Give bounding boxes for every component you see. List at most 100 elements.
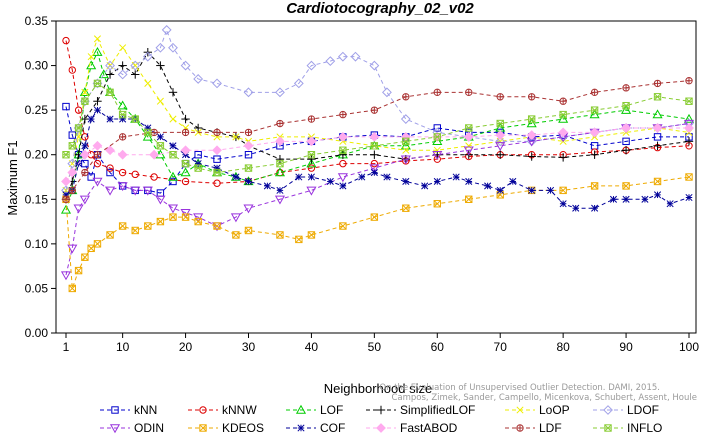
series-ldf: [62, 77, 693, 203]
data-point: [150, 173, 158, 181]
x-tick-label: 60: [431, 340, 445, 354]
data-point: [432, 136, 443, 146]
data-point: [181, 213, 190, 221]
data-point: [169, 177, 177, 186]
series-simplifiedlof: [61, 48, 694, 204]
data-point: [87, 53, 95, 61]
data-point: [149, 149, 160, 160]
data-point: [307, 164, 316, 172]
data-point: [306, 158, 317, 168]
y-tick-label: 0.15: [25, 192, 49, 206]
series-line: [65, 28, 690, 191]
data-point: [117, 100, 128, 110]
data-point: [421, 182, 429, 190]
data-point: [433, 200, 441, 208]
data-point: [169, 213, 177, 221]
y-tick-label: 0.10: [25, 237, 49, 251]
data-point: [131, 70, 140, 79]
data-point: [274, 167, 286, 177]
data-point: [683, 113, 695, 123]
plot-area: [55, 20, 697, 334]
data-point: [622, 182, 630, 190]
data-point: [118, 110, 127, 119]
watermark-authors: Campos, Zimek, Sander, Campello, Micenko…: [391, 393, 697, 403]
data-point: [243, 140, 254, 151]
data-point: [495, 136, 506, 147]
data-point: [590, 150, 599, 159]
data-point: [150, 128, 158, 137]
data-point: [433, 124, 441, 132]
series-line: [65, 106, 689, 194]
series-line: [65, 82, 690, 174]
data-point: [338, 150, 348, 159]
series-fastabod: [61, 123, 694, 187]
data-point: [155, 42, 166, 53]
data-point: [325, 56, 336, 67]
data-point: [274, 195, 286, 205]
data-point: [370, 213, 379, 221]
data-point: [307, 231, 316, 239]
data-point: [167, 204, 179, 214]
data-point: [369, 131, 380, 142]
x-tick-label: 40: [305, 340, 319, 354]
data-point: [180, 167, 191, 177]
data-point: [496, 93, 504, 101]
data-point: [559, 200, 567, 208]
data-point: [337, 173, 348, 183]
data-point: [142, 51, 153, 62]
data-point: [307, 154, 316, 164]
data-point: [194, 151, 202, 159]
legend-marker: [604, 424, 612, 432]
data-point: [93, 106, 102, 114]
legend-item-ldof: LDOF: [593, 403, 659, 417]
data-point: [558, 127, 569, 138]
data-point: [358, 173, 366, 181]
data-point: [169, 151, 177, 159]
data-point: [276, 231, 284, 239]
data-point: [156, 217, 165, 226]
data-point: [244, 226, 253, 235]
data-point: [93, 35, 102, 43]
data-point: [213, 168, 221, 177]
legend-label: FastABOD: [400, 421, 458, 434]
legend-item-lof: LOF: [286, 403, 343, 417]
data-point: [87, 173, 95, 181]
legend-label: LoOP: [539, 403, 570, 417]
data-point: [509, 177, 517, 186]
watermark-citation: On the Evaluation of Unsupervised Outlie…: [379, 383, 660, 393]
legend-marker: [199, 424, 207, 432]
data-point: [131, 226, 139, 235]
data-point: [61, 176, 71, 187]
data-point: [370, 150, 379, 159]
x-tick-label: 70: [494, 340, 508, 354]
data-point: [73, 204, 84, 214]
data-point: [465, 195, 473, 203]
data-point: [653, 177, 662, 186]
data-point: [232, 133, 240, 141]
series-line: [65, 176, 690, 289]
x-tick-label: 1: [63, 340, 70, 354]
data-point: [62, 36, 70, 45]
data-point: [180, 208, 191, 218]
data-point: [212, 78, 222, 89]
data-point: [402, 146, 410, 154]
data-point: [67, 167, 78, 178]
data-point: [653, 93, 662, 101]
data-point: [106, 88, 114, 97]
data-point: [156, 61, 165, 70]
data-point: [230, 213, 241, 223]
data-point: [213, 128, 221, 137]
data-point: [527, 152, 536, 161]
data-point: [169, 142, 177, 150]
data-point: [666, 200, 674, 208]
data-point: [276, 186, 284, 194]
data-point: [93, 151, 102, 159]
data-point: [79, 195, 90, 205]
x-tick-label: 30: [242, 340, 256, 354]
data-point: [92, 177, 103, 187]
data-point: [131, 115, 139, 123]
data-point: [400, 155, 411, 165]
series-ldof: [61, 25, 694, 196]
data-point: [452, 173, 460, 181]
data-point: [244, 164, 253, 172]
